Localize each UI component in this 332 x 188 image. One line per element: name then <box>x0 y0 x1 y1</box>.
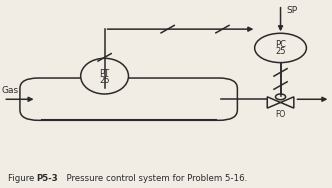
Circle shape <box>255 33 306 63</box>
FancyBboxPatch shape <box>20 78 237 120</box>
Text: PC: PC <box>275 40 286 49</box>
Text: Figure: Figure <box>8 174 40 183</box>
Text: SP: SP <box>287 6 298 15</box>
Text: PT: PT <box>100 69 110 78</box>
Text: Pressure control system for Problem 5-16.: Pressure control system for Problem 5-16… <box>61 174 248 183</box>
Ellipse shape <box>81 58 128 94</box>
Polygon shape <box>267 97 281 108</box>
Circle shape <box>276 94 286 100</box>
Text: Gas: Gas <box>2 86 19 95</box>
Text: 25: 25 <box>99 76 110 85</box>
Text: 25: 25 <box>275 47 286 56</box>
Text: FO: FO <box>276 110 286 119</box>
Polygon shape <box>281 97 294 108</box>
Text: P5-3: P5-3 <box>37 174 58 183</box>
